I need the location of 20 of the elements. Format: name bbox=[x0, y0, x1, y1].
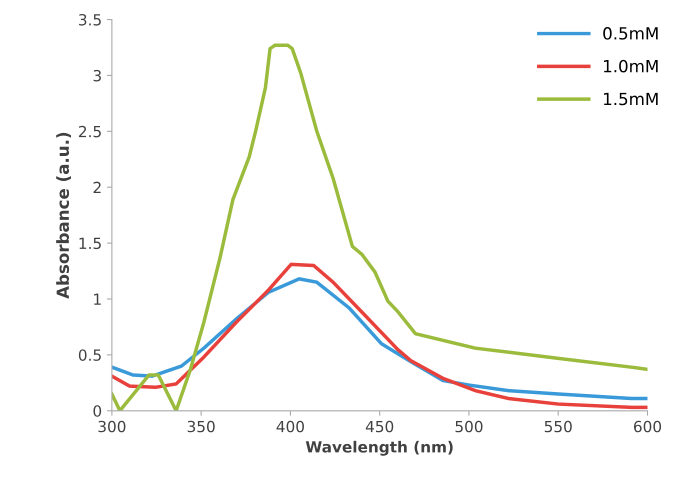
x-tick-label: 600 bbox=[634, 420, 662, 432]
legend-label: 1.5mM bbox=[604, 92, 658, 106]
x-axis-title: Wavelength (nm) bbox=[306, 440, 453, 456]
legend-label: 1.0mM bbox=[604, 60, 658, 72]
x-tick-label: 450 bbox=[366, 420, 394, 432]
y-tick-label: 3 bbox=[94, 70, 101, 82]
x-tick-label: 300 bbox=[98, 420, 126, 432]
legend-label: 0.5mM bbox=[603, 27, 658, 40]
y-tick-label: 0.5 bbox=[78, 349, 101, 361]
x-tick-label: 500 bbox=[456, 420, 483, 432]
y-tick-label: 0 bbox=[93, 405, 102, 417]
x-tick-label: 550 bbox=[544, 420, 572, 432]
y-tick-label: 2.5 bbox=[78, 126, 101, 138]
y-tick-label: 1 bbox=[94, 294, 101, 305]
x-tick-label: 400 bbox=[276, 420, 304, 432]
y-tick-label: 1.5 bbox=[80, 238, 101, 250]
y-axis-title: Absorbance (a.u.) bbox=[56, 132, 72, 299]
y-tick-label: 2 bbox=[94, 182, 101, 194]
x-tick-label: 350 bbox=[188, 420, 215, 432]
y-tick-label: 3.5 bbox=[79, 14, 101, 26]
